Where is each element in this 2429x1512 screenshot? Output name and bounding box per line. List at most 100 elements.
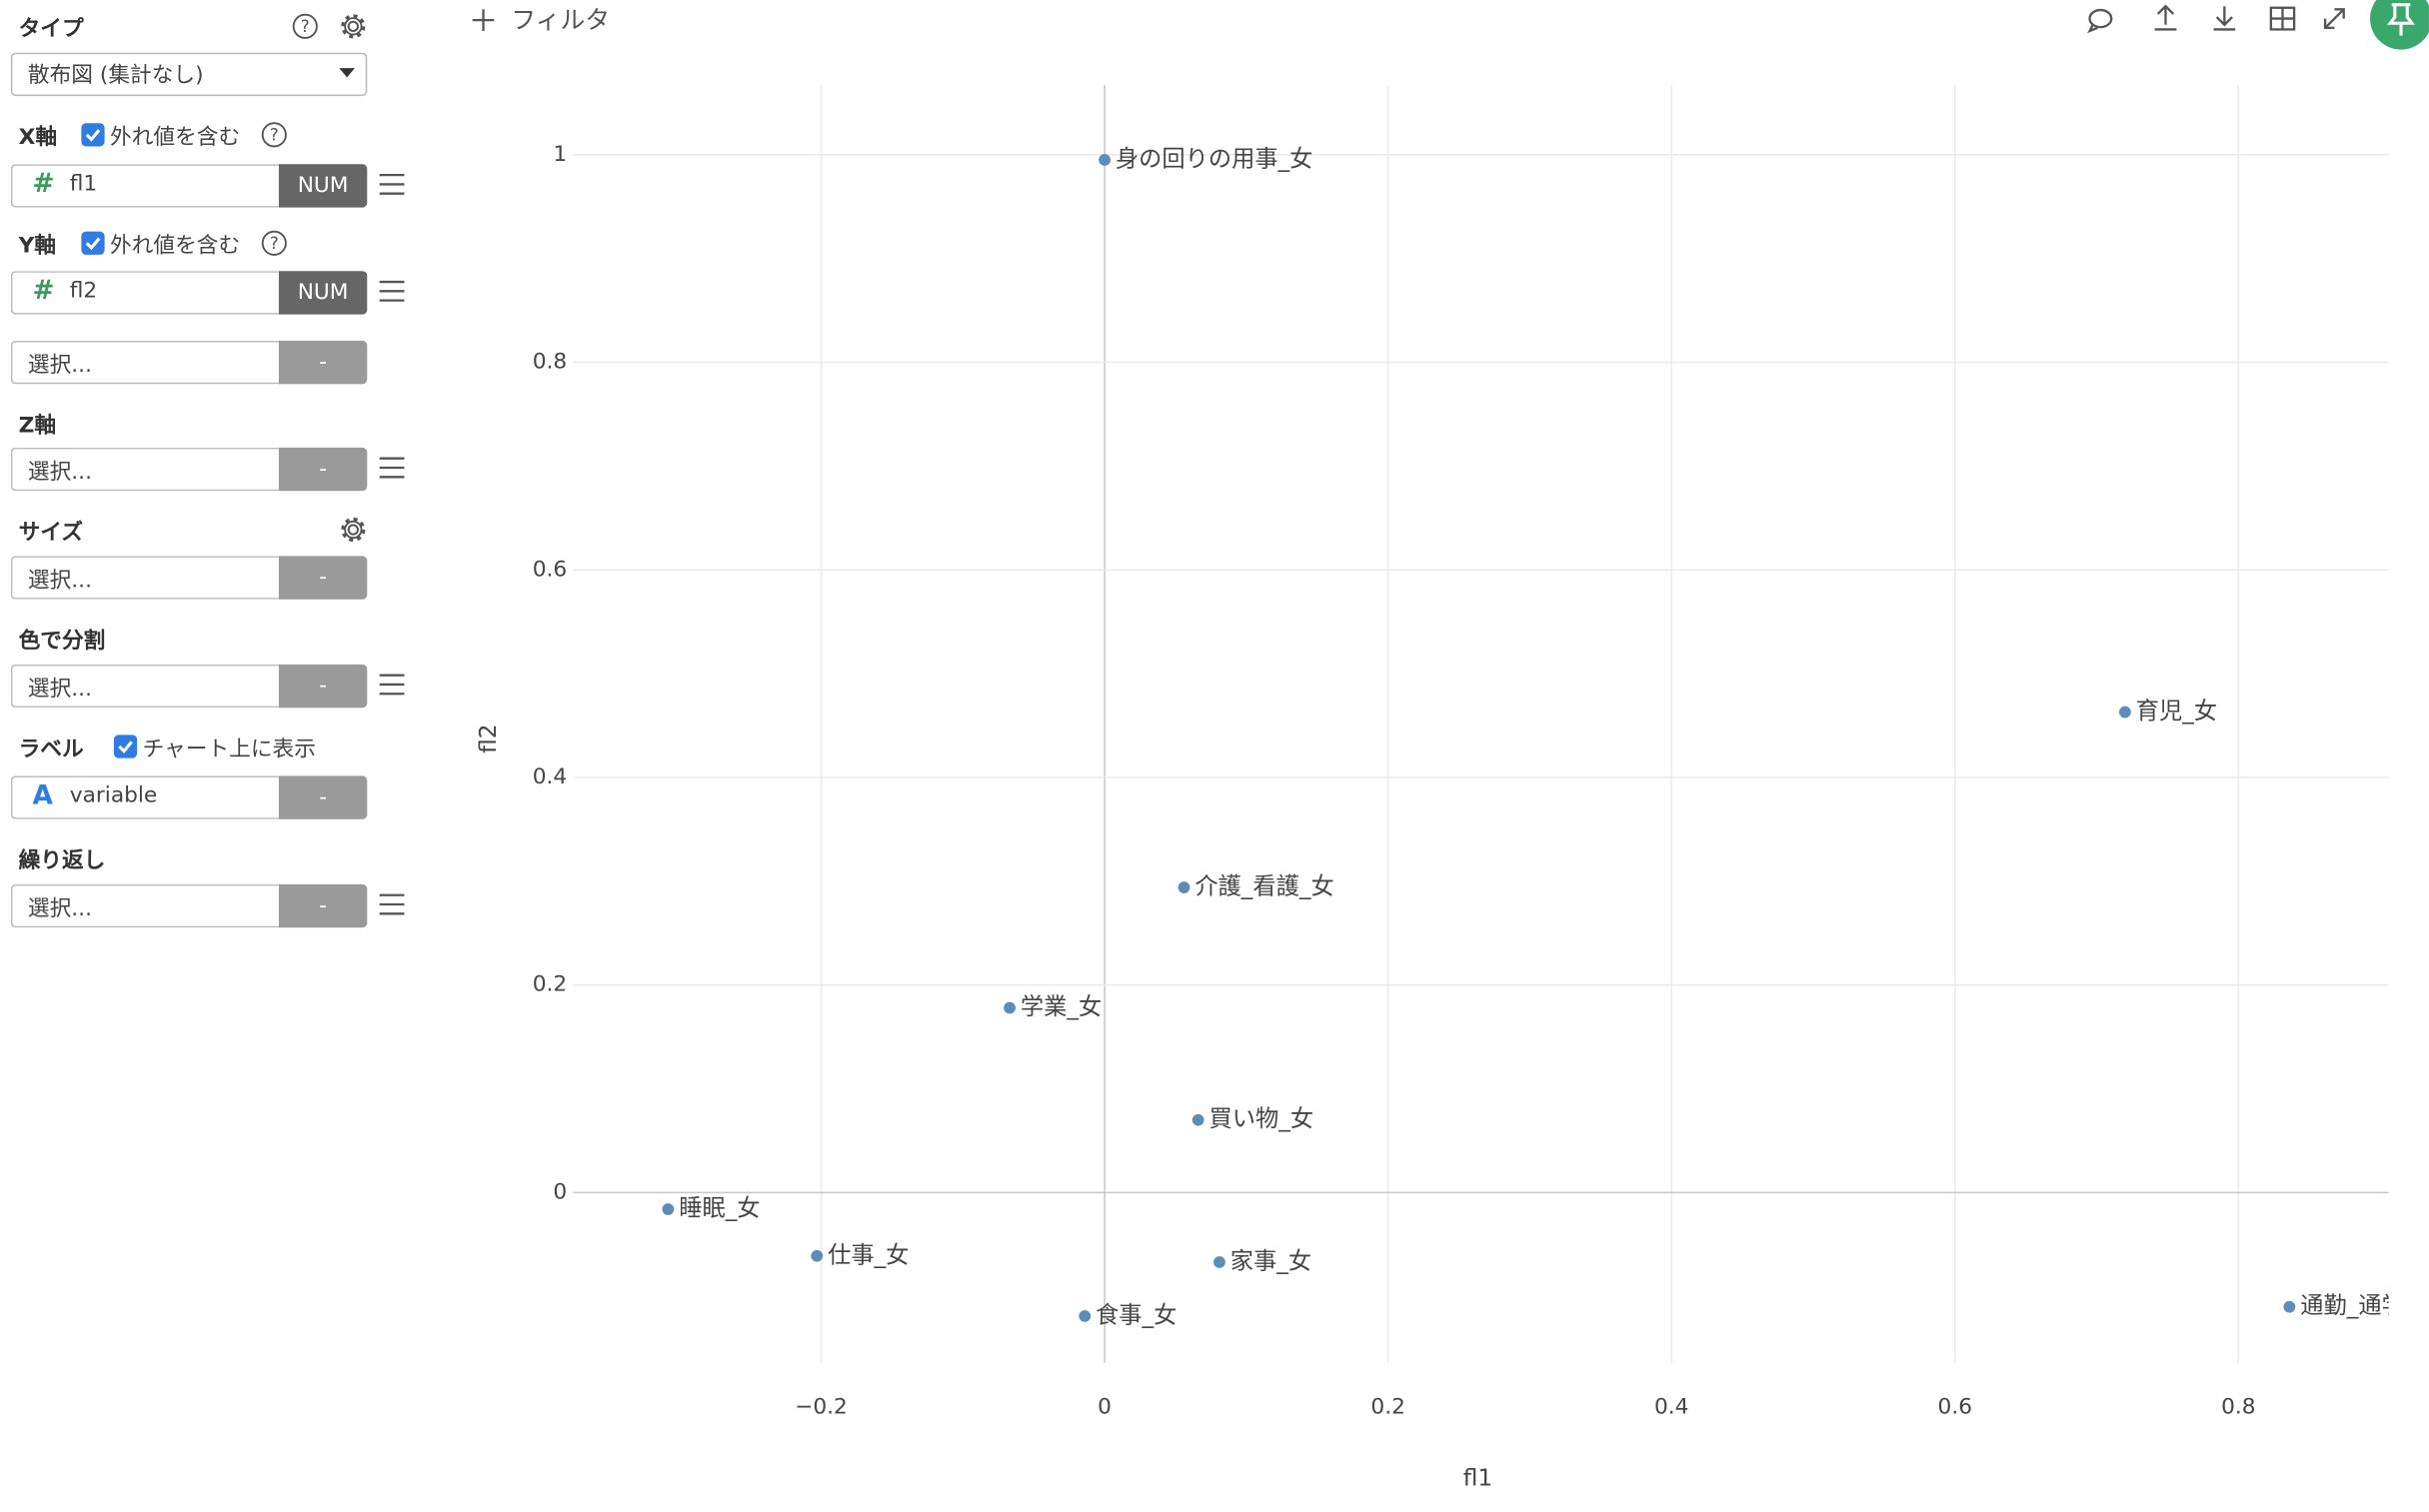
- checkbox-label: 外れ値を含む: [110, 234, 241, 259]
- point: [1214, 1256, 1225, 1268]
- help-icon[interactable]: ?: [291, 12, 319, 40]
- field-value: variable: [69, 783, 158, 808]
- table-icon[interactable]: [2269, 6, 2296, 31]
- field-type-icon: #: [32, 168, 55, 200]
- y-tick-label: 0.8: [533, 350, 567, 375]
- y-tick-label: 0.2: [533, 972, 567, 997]
- comment-icon[interactable]: [2087, 8, 2113, 34]
- help-icon[interactable]: ?: [260, 229, 288, 257]
- field-value: 選択...: [27, 677, 92, 703]
- point: [2119, 706, 2131, 719]
- field-badge[interactable]: NUM: [278, 271, 368, 315]
- point-label: 仕事_女: [828, 1241, 909, 1268]
- filter-button[interactable]: フィルタ: [472, 6, 610, 35]
- menu-icon[interactable]: [378, 172, 406, 197]
- pin-button[interactable]: [2370, 0, 2429, 50]
- section-label: タイプ: [18, 17, 84, 42]
- field-type-icon: A: [32, 780, 53, 812]
- menu-icon[interactable]: [378, 892, 406, 917]
- x-tick-label: −0.2: [795, 1395, 848, 1420]
- point-label: 通勤_通学_女: [2300, 1292, 2429, 1319]
- field-box[interactable]: [10, 340, 279, 385]
- field-value: 選択...: [27, 353, 92, 379]
- help-glyph: ?: [270, 234, 279, 254]
- point: [1178, 881, 1191, 893]
- field-value: 選択...: [27, 896, 92, 922]
- point: [2283, 1300, 2296, 1313]
- field-box[interactable]: [10, 556, 279, 600]
- grid: −0.2 0 0.2 0.4 0.6 0.8 0 0.2 0.4 0.6 0.8 1: [533, 85, 2389, 1420]
- field-badge[interactable]: NUM: [278, 164, 368, 208]
- x-tick-label: 0.8: [2221, 1395, 2256, 1420]
- section-label: Y軸: [18, 234, 57, 259]
- dropdown-caret[interactable]: [338, 67, 357, 79]
- point: [1004, 1001, 1016, 1014]
- filter-label[interactable]: フィルタ: [511, 6, 610, 35]
- checkbox-label: チャート上に表示: [142, 737, 316, 762]
- y-tick-label: 0.6: [533, 557, 567, 582]
- field-badge[interactable]: -: [278, 340, 368, 385]
- point-label: 身の回りの用事_女: [1116, 146, 1313, 173]
- field-box[interactable]: [10, 164, 279, 208]
- settings-icon[interactable]: [338, 515, 369, 546]
- help-glyph: ?: [270, 126, 279, 146]
- field-badge[interactable]: -: [278, 447, 368, 492]
- checkbox-label: 外れ値を含む: [110, 125, 241, 151]
- field-value: fl2: [69, 278, 98, 304]
- help-glyph: ?: [301, 17, 310, 37]
- x-tick-label: 0.2: [1370, 1395, 1405, 1420]
- expand-icon[interactable]: [2323, 8, 2345, 30]
- section-label: Z軸: [18, 413, 57, 439]
- help-icon[interactable]: ?: [260, 121, 288, 149]
- x-tick-label: 0.4: [1654, 1395, 1688, 1420]
- field-value: 選択...: [27, 460, 92, 486]
- x-axis-title: fl1: [1463, 1464, 1492, 1491]
- point: [1192, 1113, 1205, 1126]
- y-tick-label: 0.4: [533, 764, 567, 789]
- x-tick-label: 0.6: [1938, 1395, 1972, 1420]
- checkbox[interactable]: [113, 735, 138, 759]
- y-tick-label: 0: [553, 1179, 567, 1204]
- field-box[interactable]: [10, 664, 279, 709]
- section-label: サイズ: [18, 520, 84, 546]
- point-label: 買い物_女: [1210, 1105, 1314, 1132]
- section-label: ラベル: [18, 737, 84, 762]
- type-value: 散布図 (集計なし): [27, 63, 204, 89]
- field-badge[interactable]: -: [278, 883, 368, 928]
- point: [811, 1249, 824, 1262]
- point: [662, 1203, 675, 1215]
- menu-icon[interactable]: [378, 279, 406, 304]
- y-axis-title: fl2: [475, 724, 502, 753]
- menu-icon[interactable]: [378, 673, 406, 698]
- point-label: 家事_女: [1230, 1247, 1311, 1274]
- field-box[interactable]: [10, 775, 279, 819]
- checkbox[interactable]: [81, 122, 106, 147]
- point: [1079, 1310, 1092, 1322]
- upload-icon[interactable]: [2154, 4, 2177, 31]
- field-badge[interactable]: -: [278, 556, 368, 600]
- point-label: 介護_看護_女: [1195, 873, 1333, 900]
- field-box[interactable]: [10, 447, 279, 492]
- settings-icon[interactable]: [338, 11, 369, 42]
- field-badge[interactable]: -: [278, 664, 368, 709]
- point-label: 食事_女: [1096, 1301, 1177, 1328]
- menu-icon[interactable]: [378, 456, 406, 481]
- field-box[interactable]: [10, 883, 279, 928]
- checkbox[interactable]: [81, 231, 106, 256]
- point-label: 学業_女: [1021, 993, 1102, 1020]
- section-label: X軸: [18, 125, 58, 151]
- point: [1099, 154, 1111, 166]
- point-label: 育児_女: [2136, 698, 2217, 725]
- field-badge[interactable]: -: [278, 775, 368, 819]
- y-tick-label: 1: [553, 142, 567, 167]
- section-label: 繰り返し: [18, 848, 106, 874]
- field-box[interactable]: [10, 271, 279, 315]
- field-value: fl1: [69, 172, 98, 197]
- point-label: 睡眠_女: [679, 1195, 760, 1222]
- field-type-icon: #: [32, 275, 55, 307]
- download-icon[interactable]: [2213, 6, 2236, 31]
- type-dropdown[interactable]: [10, 52, 368, 97]
